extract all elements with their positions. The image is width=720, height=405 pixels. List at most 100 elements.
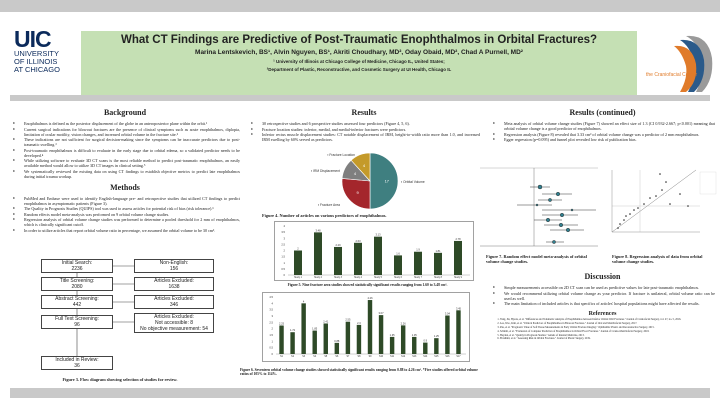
- left-column: Background Enophthalmos is defined as th…: [10, 104, 240, 233]
- bar-data-label: 4.26: [367, 296, 373, 300]
- bar: [414, 251, 422, 275]
- background-heading: Background: [103, 108, 147, 117]
- pie-category-label: ▪ Orbital Volume: [401, 180, 425, 184]
- bar-data-label: 3.07: [379, 311, 385, 315]
- y-tick-label: 0.5: [269, 346, 273, 350]
- list-item: 30 retrospective studies and 6 prospecti…: [248, 121, 480, 126]
- pie-category-label: ▪ Fracture Location: [327, 153, 355, 157]
- x-tick-label: S12: [401, 356, 406, 358]
- results-list: 30 retrospective studies and 6 prospecti…: [248, 121, 480, 142]
- bar-data-label: 2.25: [279, 322, 285, 326]
- x-tick-label: S16: [445, 356, 450, 358]
- list-item: Meta analysis of orbital volume change s…: [490, 121, 715, 131]
- figure-7-caption: Figure 7. Random effect model meta-analy…: [486, 254, 587, 264]
- list-item: In order to utilize articles that report…: [10, 228, 240, 233]
- pie-data-label: 9: [356, 190, 359, 195]
- bar-data-label: 2.63: [355, 239, 361, 243]
- discussion-list: Simple measurements accessible on 2D CT …: [490, 285, 715, 306]
- pie-data-label: 4: [354, 171, 357, 176]
- authors: Marina Lentskevich, BS¹, Alvin Nguyen, B…: [195, 49, 523, 56]
- x-tick-label: S15: [434, 356, 439, 358]
- pie-category-label: ▪ Fracture Area: [318, 203, 340, 207]
- right-column: Results (continued) Meta analysis of orb…: [490, 104, 715, 143]
- forest-plot-estimates: [517, 184, 596, 244]
- bar-data-label: 2.29: [335, 243, 341, 247]
- bar-data-label: 2.41: [323, 319, 329, 323]
- figure-6-caption: Figure 6. Seventeen orbital volume chang…: [240, 368, 478, 376]
- bar: [301, 303, 306, 354]
- flow-box-excluded-title: Articles Excluded: 1638: [134, 277, 214, 291]
- bar-data-label: 0.9: [423, 339, 427, 343]
- bar-data-label: 3.13: [375, 233, 381, 237]
- bar-data-label: 2.3: [357, 321, 361, 325]
- discussion-heading: Discussion: [584, 272, 621, 281]
- y-tick-label: 2.5: [281, 242, 285, 246]
- bar-data-label: 3.45: [456, 306, 462, 310]
- uic-logo-line: OF ILLINOIS: [14, 57, 58, 66]
- bar: [456, 310, 461, 354]
- section-band: [10, 95, 710, 101]
- bar-data-label: 2.78: [455, 237, 461, 241]
- bar-data-label: 2.26: [401, 321, 407, 325]
- regression-points: [617, 173, 689, 229]
- bar-data-label: 1.35: [412, 333, 418, 337]
- flow-connectors: [76, 265, 134, 356]
- y-tick-label: 4.5: [269, 295, 273, 299]
- bar-data-label: 1.25: [434, 334, 440, 338]
- bar-data-label: 1.72: [290, 328, 296, 332]
- references-heading: References: [588, 311, 617, 317]
- flow-box-excluded-fulltext: Articles Excluded: Not accessible: 8 No ob…: [134, 313, 214, 333]
- bar-data-label: 0.88: [334, 339, 340, 343]
- list-item: The main limitation of included articles…: [490, 301, 715, 306]
- bar: [394, 255, 402, 275]
- x-tick-label: S2: [291, 356, 295, 358]
- y-tick-label: 1.5: [281, 255, 285, 259]
- pie-slice: [369, 152, 399, 210]
- x-tick-label: S1: [280, 356, 284, 358]
- x-tick-label: Study 3: [334, 276, 343, 279]
- bar: [412, 336, 417, 354]
- uic-logo: UIC UNIVERSITY OF ILLINOIS AT CHICAGO: [14, 28, 64, 74]
- x-tick-label: Study 6: [394, 276, 403, 279]
- flow-box-full-text-screening: Full Text Screening: 96: [41, 315, 113, 329]
- list-item: PubMed and Embase were used to identify …: [10, 196, 240, 206]
- x-tick-label: S17: [456, 356, 461, 358]
- bar: [445, 315, 450, 354]
- flow-box-title-screening: Title Screening: 2080: [41, 277, 113, 291]
- x-tick-label: S14: [423, 356, 428, 358]
- y-tick-label: 0: [284, 273, 286, 277]
- bar: [356, 324, 362, 354]
- bar: [334, 342, 340, 354]
- x-tick-label: Study 2: [314, 276, 323, 279]
- bar: [374, 236, 382, 275]
- list-item: Post-traumatic enophthalmos is difficult…: [10, 148, 240, 158]
- bar: [389, 336, 395, 354]
- pie-slice: [341, 178, 371, 210]
- list-item: Random effects model meta-analysis was p…: [10, 212, 240, 217]
- y-tick-label: 2.5: [269, 320, 273, 324]
- list-item: The Quality in Prognosis Studies (QUIPS)…: [10, 206, 240, 211]
- y-tick-label: 2: [272, 327, 274, 331]
- pie-data-label: 17: [385, 179, 390, 184]
- y-tick-label: 1.5: [269, 333, 273, 337]
- bar: [290, 332, 295, 354]
- pie-data-label: 4: [363, 163, 366, 168]
- uic-logo-line: AT CHICAGO: [14, 65, 60, 74]
- discussion-section: Discussion Simple measurements accessibl…: [490, 268, 715, 341]
- figure-4-pie-chart: 17 ▪ Orbital Volume 9 ▪ Fracture Area 4 ▪ IRM…: [311, 152, 425, 210]
- x-tick-label: S3: [302, 356, 306, 358]
- x-tick-label: Study 5: [374, 276, 383, 279]
- y-tick-label: 3.5: [269, 308, 273, 312]
- bar-data-label: 4: [303, 299, 305, 303]
- results-continued-list: Meta analysis of orbital volume change s…: [490, 121, 715, 142]
- bar: [314, 232, 322, 275]
- affiliation-2: ²Department of Plastic, Reconstructive, …: [266, 67, 452, 72]
- figure-3-caption: Figure 3. Flow diagram showing selection…: [62, 377, 178, 382]
- x-tick-label: S10: [379, 356, 384, 358]
- bottom-band: [10, 388, 710, 398]
- bar-data-label: 1.9: [416, 248, 420, 252]
- affiliation-1: ¹ University of Illinois at Chicago Coll…: [273, 59, 445, 64]
- title-box: What CT Findings are Predictive of Post-…: [81, 31, 637, 98]
- figure-8-regression-plot: [611, 169, 717, 233]
- y-tick-label: 3: [272, 314, 274, 318]
